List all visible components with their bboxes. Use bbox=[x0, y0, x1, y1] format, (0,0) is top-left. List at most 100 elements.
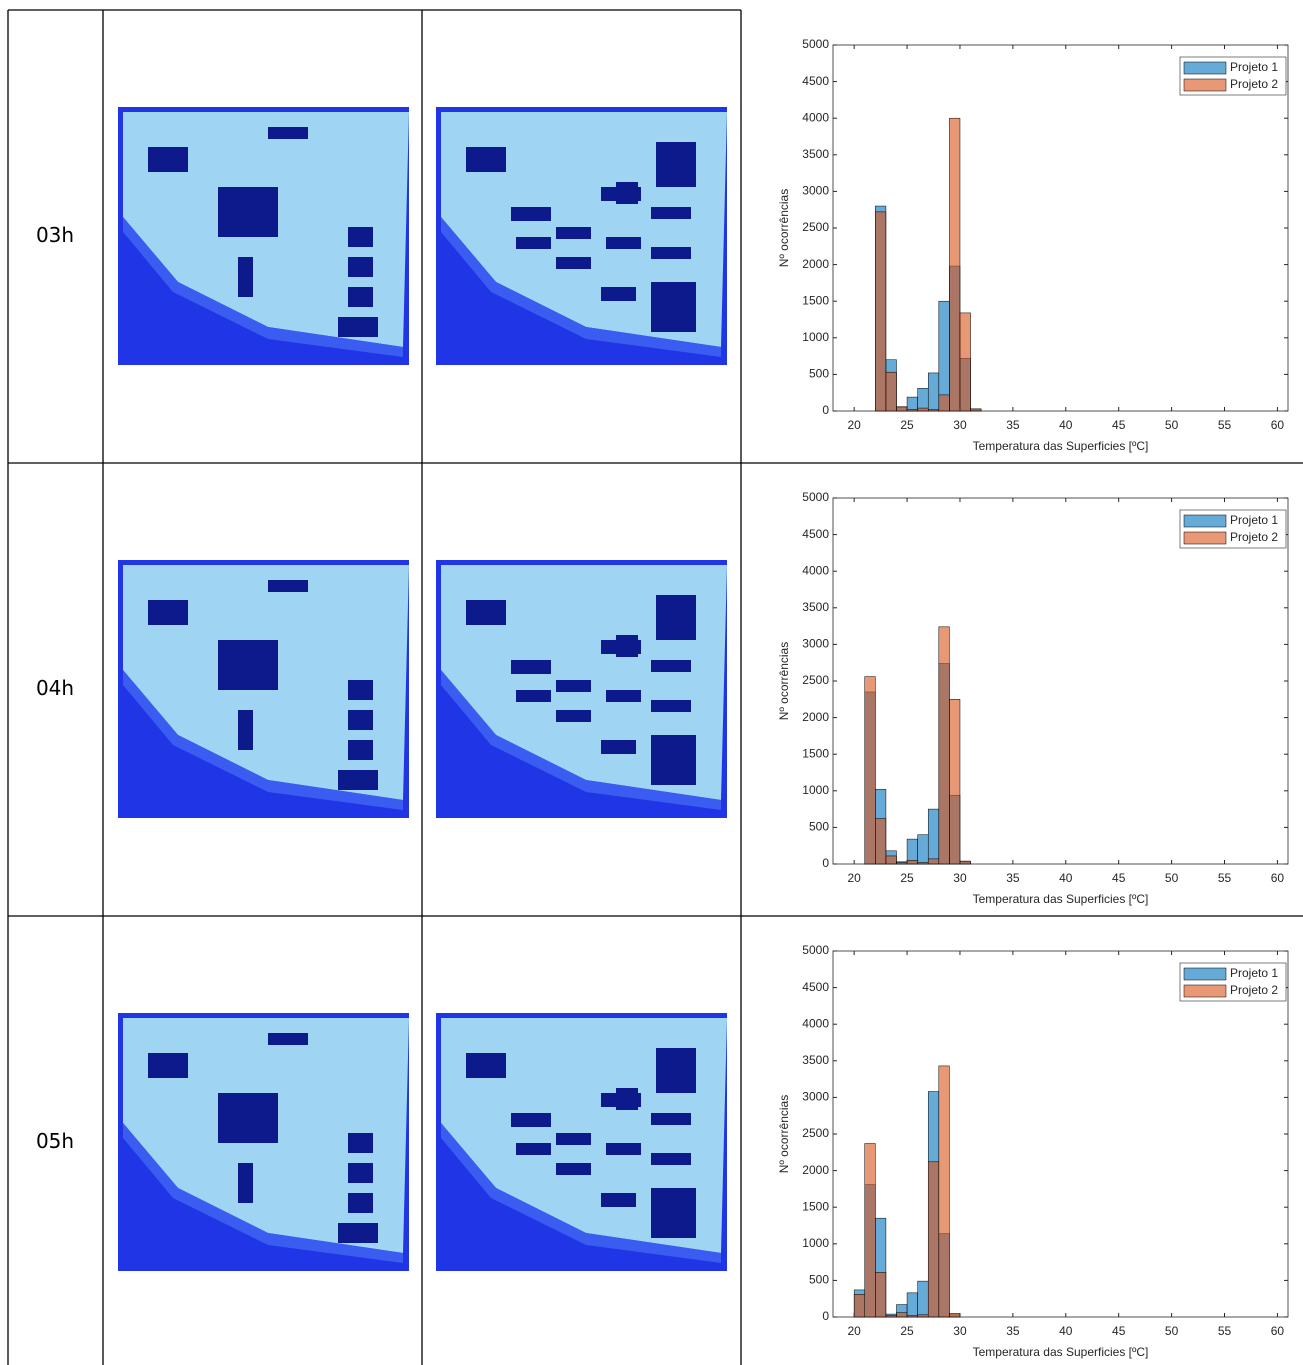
map-block bbox=[616, 182, 638, 204]
map-block bbox=[656, 595, 696, 640]
legend-label: Projeto 2 bbox=[1230, 983, 1278, 997]
x-tick-label: 40 bbox=[1059, 1324, 1073, 1338]
legend-label: Projeto 1 bbox=[1230, 513, 1278, 527]
histogram-bar bbox=[938, 394, 950, 412]
x-tick-label: 30 bbox=[953, 871, 967, 885]
histogram-bar bbox=[896, 862, 908, 865]
map-block bbox=[218, 640, 278, 690]
map-block bbox=[466, 1053, 506, 1078]
plot-area bbox=[832, 44, 1289, 412]
x-tick-label: 45 bbox=[1112, 1324, 1126, 1338]
map-image bbox=[436, 560, 727, 818]
x-tick-label: 40 bbox=[1059, 418, 1073, 432]
histogram-bar bbox=[896, 406, 908, 412]
y-tick-label: 0 bbox=[822, 1309, 829, 1323]
y-tick-label: 500 bbox=[809, 367, 829, 381]
histogram-bar bbox=[917, 862, 929, 865]
map-block bbox=[238, 1163, 253, 1203]
map-block bbox=[148, 1053, 188, 1078]
map-block bbox=[616, 635, 638, 657]
y-tick-label: 3000 bbox=[802, 637, 829, 651]
x-tick-label: 55 bbox=[1218, 418, 1232, 432]
y-axis-label: Nº ocorrências bbox=[777, 1095, 791, 1173]
legend-label: Projeto 1 bbox=[1230, 60, 1278, 74]
histogram-bar bbox=[896, 1312, 908, 1318]
map-image bbox=[118, 107, 409, 365]
map-block bbox=[268, 1033, 308, 1045]
histogram-bar bbox=[970, 408, 982, 412]
histogram-bar bbox=[927, 409, 940, 412]
histogram-bar bbox=[906, 860, 918, 865]
histogram-bar bbox=[917, 1280, 929, 1318]
legend-label: Projeto 2 bbox=[1230, 77, 1278, 91]
x-tick-label: 55 bbox=[1218, 1324, 1232, 1338]
map-block bbox=[348, 710, 373, 730]
map-block bbox=[651, 1113, 691, 1125]
table-borders bbox=[7, 9, 1303, 1365]
plot-area bbox=[832, 950, 1289, 1318]
y-tick-label: 1500 bbox=[802, 1199, 829, 1213]
histogram-bar bbox=[927, 1161, 940, 1318]
map-block bbox=[511, 660, 551, 674]
map-block bbox=[651, 700, 691, 712]
map-block bbox=[606, 1143, 641, 1155]
histogram-bar bbox=[885, 1315, 897, 1318]
y-tick-label: 3000 bbox=[802, 1090, 829, 1104]
y-tick-label: 4000 bbox=[802, 1016, 829, 1030]
legend-swatch bbox=[1183, 531, 1227, 545]
y-axis-label: Nº ocorrências bbox=[777, 189, 791, 267]
y-tick-label: 4500 bbox=[802, 74, 829, 88]
histogram-bar bbox=[949, 699, 961, 865]
map-block bbox=[601, 740, 636, 754]
y-tick-label: 4500 bbox=[802, 980, 829, 994]
y-tick-label: 1000 bbox=[802, 783, 829, 797]
map-block bbox=[651, 247, 691, 259]
histogram-bar bbox=[917, 388, 929, 412]
legend-swatch bbox=[1183, 61, 1227, 75]
map-block bbox=[556, 1163, 591, 1175]
map-image bbox=[118, 560, 409, 818]
map-block bbox=[556, 680, 591, 692]
y-tick-label: 5000 bbox=[802, 490, 829, 504]
map-block bbox=[238, 710, 253, 750]
y-tick-label: 4500 bbox=[802, 527, 829, 541]
y-tick-label: 3000 bbox=[802, 184, 829, 198]
map-block bbox=[348, 1193, 373, 1213]
map-block bbox=[651, 1153, 691, 1165]
map-block bbox=[218, 1093, 278, 1143]
map-block bbox=[511, 207, 551, 221]
legend-swatch bbox=[1183, 967, 1227, 981]
x-tick-label: 55 bbox=[1218, 871, 1232, 885]
y-tick-label: 2000 bbox=[802, 257, 829, 271]
map-block bbox=[601, 1193, 636, 1207]
y-tick-label: 2000 bbox=[802, 710, 829, 724]
row-label: 03h bbox=[36, 223, 74, 247]
map-block bbox=[338, 770, 378, 790]
map-block bbox=[516, 237, 551, 249]
map-block bbox=[338, 317, 378, 337]
map-block bbox=[268, 127, 308, 139]
histogram-bar bbox=[949, 117, 961, 412]
histogram-bar bbox=[938, 626, 950, 865]
map-block bbox=[148, 147, 188, 172]
histogram-bar bbox=[938, 300, 950, 412]
map-block bbox=[218, 187, 278, 237]
legend-label: Projeto 2 bbox=[1230, 530, 1278, 544]
map-block bbox=[348, 680, 373, 700]
y-tick-label: 1000 bbox=[802, 330, 829, 344]
histogram-bar bbox=[906, 1315, 918, 1318]
x-axis-label: Temperatura das Superficies [ºC] bbox=[973, 439, 1149, 453]
plot-area bbox=[832, 497, 1289, 865]
y-tick-label: 500 bbox=[809, 1273, 829, 1287]
x-tick-label: 50 bbox=[1165, 1324, 1179, 1338]
y-tick-label: 2000 bbox=[802, 1163, 829, 1177]
x-tick-label: 25 bbox=[900, 418, 914, 432]
histogram-bar bbox=[927, 858, 940, 865]
y-tick-label: 4000 bbox=[802, 110, 829, 124]
histogram-bar bbox=[959, 860, 971, 865]
map-block bbox=[606, 690, 641, 702]
histogram-bar bbox=[906, 1292, 918, 1318]
map-road bbox=[441, 217, 721, 357]
histogram-bar bbox=[927, 372, 940, 412]
